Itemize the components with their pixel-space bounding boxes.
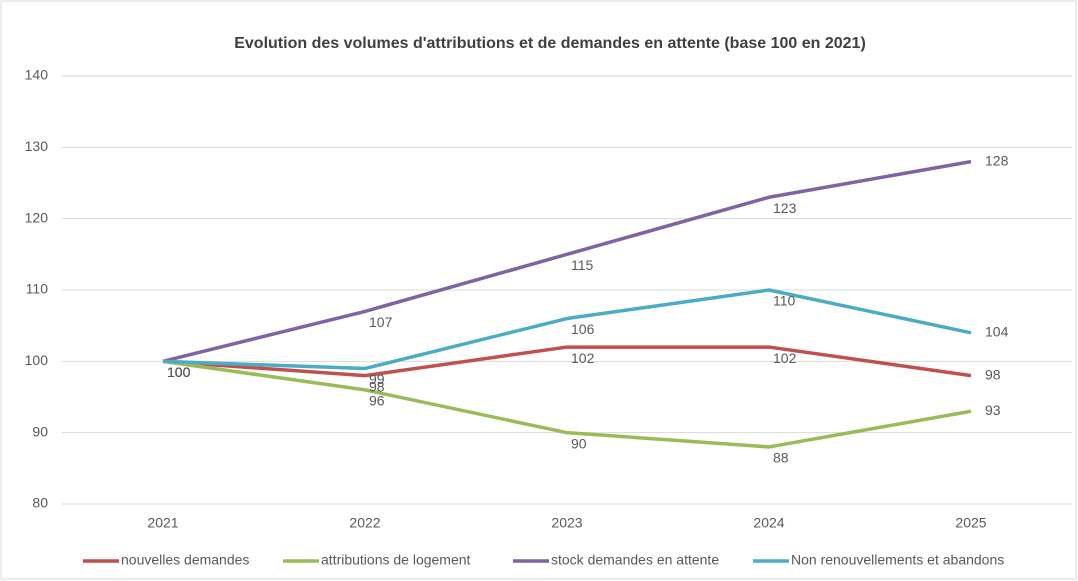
y-tick-label: 130 [25, 138, 49, 154]
series-line [162, 345, 972, 378]
data-label: 98 [985, 366, 1001, 382]
data-label: 100 [167, 364, 191, 380]
y-tick-label: 140 [25, 67, 49, 83]
data-label: 96 [369, 393, 385, 409]
data-label: 88 [773, 450, 789, 466]
data-label: 107 [369, 314, 393, 330]
data-label: 128 [985, 152, 1009, 168]
data-label: 100 [167, 364, 191, 380]
legend-label: nouvelles demandes [121, 552, 249, 568]
data-label: 90 [571, 435, 587, 451]
legend-label: stock demandes en attente [551, 552, 719, 568]
data-label: 115 [571, 257, 594, 273]
data-label: 106 [571, 321, 595, 337]
legend-label: Non renouvellements et abandons [791, 552, 1004, 568]
data-label: 100 [167, 364, 191, 380]
data-label: 123 [773, 200, 797, 216]
data-label: 110 [773, 293, 796, 309]
data-label: 104 [985, 324, 1009, 340]
y-tick-label: 110 [26, 281, 49, 297]
y-tick-label: 100 [25, 352, 49, 368]
legend-label: attributions de logement [321, 552, 471, 568]
x-tick-label: 2025 [955, 515, 986, 531]
data-label: 99 [369, 371, 385, 387]
series-line [162, 159, 972, 364]
x-tick-label: 2021 [147, 515, 178, 531]
data-label: 102 [773, 350, 797, 366]
data-label: 102 [571, 350, 595, 366]
x-tick-label: 2024 [753, 515, 784, 531]
series-line [162, 288, 972, 371]
chart-title: Evolution des volumes d'attributions et … [234, 35, 866, 52]
data-label: 98 [369, 378, 385, 394]
data-label: 93 [985, 402, 1001, 418]
data-label: 100 [167, 364, 191, 380]
y-tick-label: 80 [32, 495, 48, 511]
y-tick-label: 90 [32, 423, 48, 439]
series-line [162, 359, 972, 449]
x-tick-label: 2023 [551, 515, 582, 531]
x-tick-label: 2022 [349, 515, 380, 531]
y-tick-label: 120 [25, 209, 49, 225]
